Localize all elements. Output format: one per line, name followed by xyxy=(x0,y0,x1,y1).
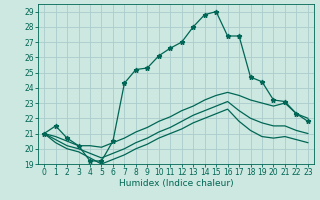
X-axis label: Humidex (Indice chaleur): Humidex (Indice chaleur) xyxy=(119,179,233,188)
